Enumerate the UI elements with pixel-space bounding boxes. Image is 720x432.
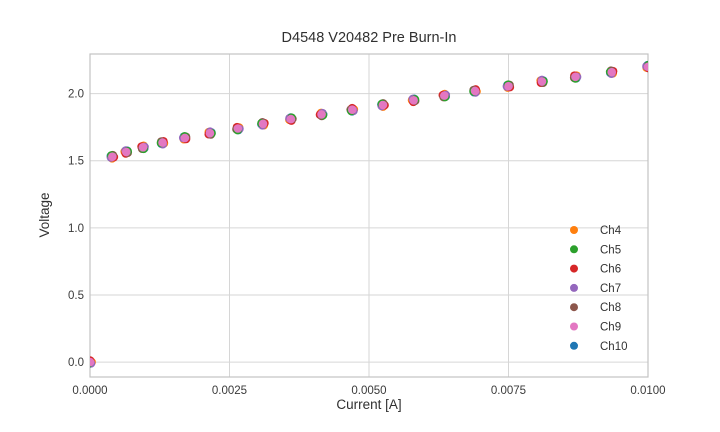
y-tick-label: 0.5	[68, 290, 84, 302]
data-point	[317, 110, 326, 119]
y-tick-label: 1.0	[68, 223, 84, 235]
data-point	[571, 72, 580, 82]
x-tick-label: 0.0100	[630, 385, 665, 397]
plot-border	[89, 53, 649, 378]
legend-label: Ch6	[600, 264, 621, 276]
legend-label: Ch4	[600, 225, 622, 237]
legend: Ch4 Ch5 Ch6 Ch7 Ch8 Ch9 Ch10	[570, 225, 628, 353]
x-axis-label: Current [A]	[336, 397, 401, 412]
grid-layer	[89, 54, 649, 377]
data-point	[440, 91, 449, 100]
data-point	[180, 133, 190, 143]
legend-marker	[570, 283, 578, 292]
data-point	[121, 147, 131, 157]
x-tick-label: 0.0050	[351, 385, 386, 397]
y-tick-label: 0.0	[68, 357, 84, 369]
legend-label: Ch5	[600, 244, 621, 256]
data-point	[378, 100, 388, 110]
data-point	[643, 62, 648, 72]
data-point	[409, 96, 418, 105]
data-point	[138, 143, 148, 152]
y-tick-label: 2.0	[68, 89, 84, 101]
legend-label: Ch7	[600, 283, 621, 295]
legend-item-Ch4: Ch4	[570, 225, 622, 237]
legend-marker	[570, 245, 578, 254]
data-point	[504, 81, 513, 91]
legend-marker	[570, 322, 578, 331]
data-point	[233, 124, 243, 133]
data-point	[286, 114, 296, 124]
legend-label: Ch10	[600, 341, 628, 353]
y-tick-label: 1.5	[68, 156, 84, 168]
data-point	[607, 67, 617, 77]
legend-item-Ch7: Ch7	[570, 283, 621, 295]
legend-item-Ch8: Ch8	[570, 302, 621, 314]
legend-item-Ch9: Ch9	[570, 322, 621, 334]
data-point	[90, 357, 95, 367]
chart-title: D4548 V20482 Pre Burn-In	[282, 30, 457, 46]
data-point	[205, 128, 215, 138]
legend-marker	[570, 303, 578, 312]
data-points-layer	[90, 60, 648, 368]
x-tick-label: 0.0075	[491, 385, 526, 397]
legend-item-Ch5: Ch5	[570, 244, 621, 256]
legend-marker	[570, 264, 578, 273]
data-point	[537, 77, 547, 86]
x-axis-ticks: 0.0000 0.0025 0.0050 0.0075 0.0100	[72, 385, 665, 397]
legend-item-Ch6: Ch6	[570, 264, 621, 276]
x-tick-label: 0.0000	[72, 385, 107, 397]
series-Ch9	[90, 62, 648, 367]
y-axis-ticks: 0.0 0.5 1.0 1.5 2.0	[68, 89, 84, 369]
legend-label: Ch9	[600, 322, 621, 334]
y-axis-label: Voltage	[37, 192, 52, 237]
data-point	[470, 86, 480, 96]
legend-item-Ch10: Ch10	[570, 341, 628, 353]
legend-marker	[570, 226, 578, 234]
data-point	[347, 105, 357, 115]
data-point	[258, 119, 268, 129]
x-tick-label: 0.0025	[212, 385, 247, 397]
legend-label: Ch8	[600, 302, 621, 314]
legend-marker	[570, 341, 578, 350]
data-point	[108, 152, 117, 161]
data-point	[158, 138, 167, 147]
